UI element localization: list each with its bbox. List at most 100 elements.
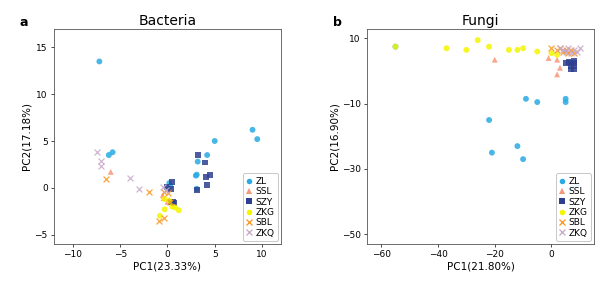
Point xyxy=(532,100,542,104)
Point xyxy=(169,201,179,205)
Point xyxy=(518,46,528,51)
Point xyxy=(159,196,169,200)
Point xyxy=(563,51,573,55)
Point xyxy=(166,199,175,204)
Point xyxy=(561,96,571,101)
Point xyxy=(512,144,522,148)
Point xyxy=(566,61,576,65)
Point xyxy=(487,150,497,155)
X-axis label: PC1(21.80%): PC1(21.80%) xyxy=(446,262,514,272)
Point xyxy=(202,153,212,157)
Point xyxy=(134,187,144,191)
Point xyxy=(164,191,173,196)
Y-axis label: PC2(17.18%): PC2(17.18%) xyxy=(22,102,32,170)
Point xyxy=(97,164,106,168)
Point xyxy=(125,175,134,180)
Point xyxy=(158,193,167,197)
Point xyxy=(154,218,164,223)
Point xyxy=(569,64,579,69)
Point xyxy=(205,172,215,177)
Point xyxy=(558,49,568,54)
Text: b: b xyxy=(333,16,342,29)
Point xyxy=(104,153,113,157)
Point xyxy=(92,150,101,154)
Point xyxy=(192,172,202,177)
Point xyxy=(563,60,573,64)
Point xyxy=(521,96,531,101)
Point xyxy=(555,46,565,51)
Legend: ZL, SSL, SZY, ZKG, SBL, ZKQ: ZL, SSL, SZY, ZKG, SBL, ZKQ xyxy=(556,173,591,241)
Point xyxy=(202,174,211,179)
Point xyxy=(561,48,571,52)
Point xyxy=(391,44,400,49)
Point xyxy=(192,187,202,192)
Point xyxy=(484,44,494,49)
Point xyxy=(169,199,178,204)
Point xyxy=(572,183,582,187)
Point xyxy=(569,67,579,72)
Point xyxy=(547,46,556,51)
Point xyxy=(518,157,528,162)
Point xyxy=(569,58,579,63)
Point xyxy=(167,180,177,185)
Point xyxy=(191,173,200,178)
Point xyxy=(572,49,582,54)
Point xyxy=(167,204,177,209)
Point xyxy=(193,159,202,164)
Point xyxy=(163,199,172,204)
Point xyxy=(164,198,174,202)
Point xyxy=(575,46,584,51)
Point xyxy=(155,214,164,218)
Point xyxy=(569,61,579,65)
Point xyxy=(490,57,500,62)
Title: Bacteria: Bacteria xyxy=(139,13,197,28)
Point xyxy=(193,153,202,157)
Point xyxy=(512,48,522,52)
Point xyxy=(569,51,579,55)
Point xyxy=(166,199,176,204)
Point xyxy=(166,187,176,191)
Text: a: a xyxy=(20,16,28,29)
Point xyxy=(101,177,111,182)
Point xyxy=(174,208,184,213)
Point xyxy=(553,48,562,52)
Point xyxy=(561,49,571,54)
Point xyxy=(170,205,180,210)
Point xyxy=(553,53,562,57)
Point xyxy=(164,199,174,203)
Point xyxy=(566,51,576,55)
Point xyxy=(566,186,576,191)
Point xyxy=(532,49,542,54)
Point xyxy=(210,139,220,143)
Point xyxy=(253,137,262,141)
Point xyxy=(166,184,175,188)
Point xyxy=(484,118,494,122)
Point xyxy=(561,100,571,104)
Point xyxy=(442,46,451,51)
Point xyxy=(200,160,210,165)
Point xyxy=(202,183,212,187)
Point xyxy=(144,190,154,195)
Legend: ZL, SSL, SZY, ZKG, SBL, ZKQ: ZL, SSL, SZY, ZKG, SBL, ZKQ xyxy=(243,173,278,241)
Point xyxy=(161,187,170,192)
Y-axis label: PC2(16.90%): PC2(16.90%) xyxy=(329,102,339,170)
Point xyxy=(561,61,571,65)
Point xyxy=(547,51,556,55)
Point xyxy=(164,181,174,185)
Point xyxy=(192,187,202,191)
Point xyxy=(160,197,169,201)
Point xyxy=(95,59,104,64)
Point xyxy=(558,48,568,52)
Point xyxy=(163,187,172,191)
Point xyxy=(106,170,116,174)
Point xyxy=(159,190,169,195)
Point xyxy=(108,150,118,154)
Title: Fungi: Fungi xyxy=(462,13,499,28)
Point xyxy=(160,207,169,212)
Point xyxy=(544,56,553,60)
Point xyxy=(473,38,482,42)
Point xyxy=(158,185,167,189)
Point xyxy=(162,185,172,189)
X-axis label: PC1(23.33%): PC1(23.33%) xyxy=(133,262,202,272)
Point xyxy=(504,48,514,52)
